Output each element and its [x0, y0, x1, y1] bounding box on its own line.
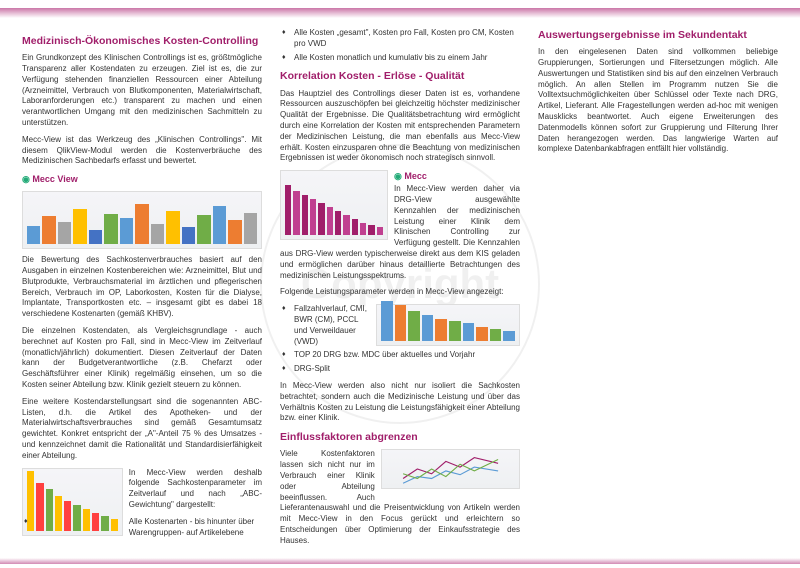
heading-korrelation: Korrelation Kosten - Erlöse - Qualität	[280, 69, 520, 83]
mecc-logo: ◉ Mecc View	[22, 173, 78, 185]
para: Mecc-View ist das Werkzeug des „Klinisch…	[22, 135, 262, 167]
heading-auswertung: Auswertungsergebnisse im Sekundentakt	[538, 28, 778, 42]
mecc-logo: ◉ Mecc	[394, 170, 427, 182]
heading-controlling: Medizinisch-Ökonomisches Kosten-Controll…	[22, 34, 262, 48]
list-item: Fallzahlverlauf, CMI, BWR (CM), PCCL und…	[280, 304, 520, 347]
chart-drg	[280, 170, 388, 240]
list-item: Alle Kosten monatlich und kumulativ bis …	[280, 53, 520, 64]
para: Das Hauptziel des Controllings dieser Da…	[280, 89, 520, 165]
bullet-list: Fallzahlverlauf, CMI, BWR (CM), PCCL und…	[280, 304, 520, 375]
para: In Mecc-View werden also nicht nur isoli…	[280, 381, 520, 424]
list-item: Alle Kostenarten - bis hinunter über War…	[22, 517, 262, 539]
list-item: TOP 20 DRG bzw. MDC über aktuelles und V…	[280, 350, 520, 361]
heading-einfluss: Einflussfaktoren abgrenzen	[280, 430, 520, 444]
content-columns: Medizinisch-Ökonomisches Kosten-Controll…	[22, 28, 778, 548]
para: Eine weitere Kostendarstellungsart sind …	[22, 397, 262, 462]
footer-decoration	[0, 558, 800, 564]
chart-line	[381, 449, 520, 489]
chart-cost-overview	[22, 191, 262, 249]
para: Folgende Leistungsparameter werden in Me…	[280, 287, 520, 298]
para: Ein Grundkonzept des Klinischen Controll…	[22, 53, 262, 129]
para: Die Bewertung des Sachkostenverbrauches …	[22, 255, 262, 320]
para: In den eingelesenen Daten sind vollkomme…	[538, 47, 778, 155]
para: Die einzelnen Kostendaten, als Vergleich…	[22, 326, 262, 391]
header-decoration	[0, 8, 800, 18]
list-item: Alle Kosten „gesamt", Kosten pro Fall, K…	[280, 28, 520, 50]
list-item: DRG-Split	[280, 364, 520, 375]
